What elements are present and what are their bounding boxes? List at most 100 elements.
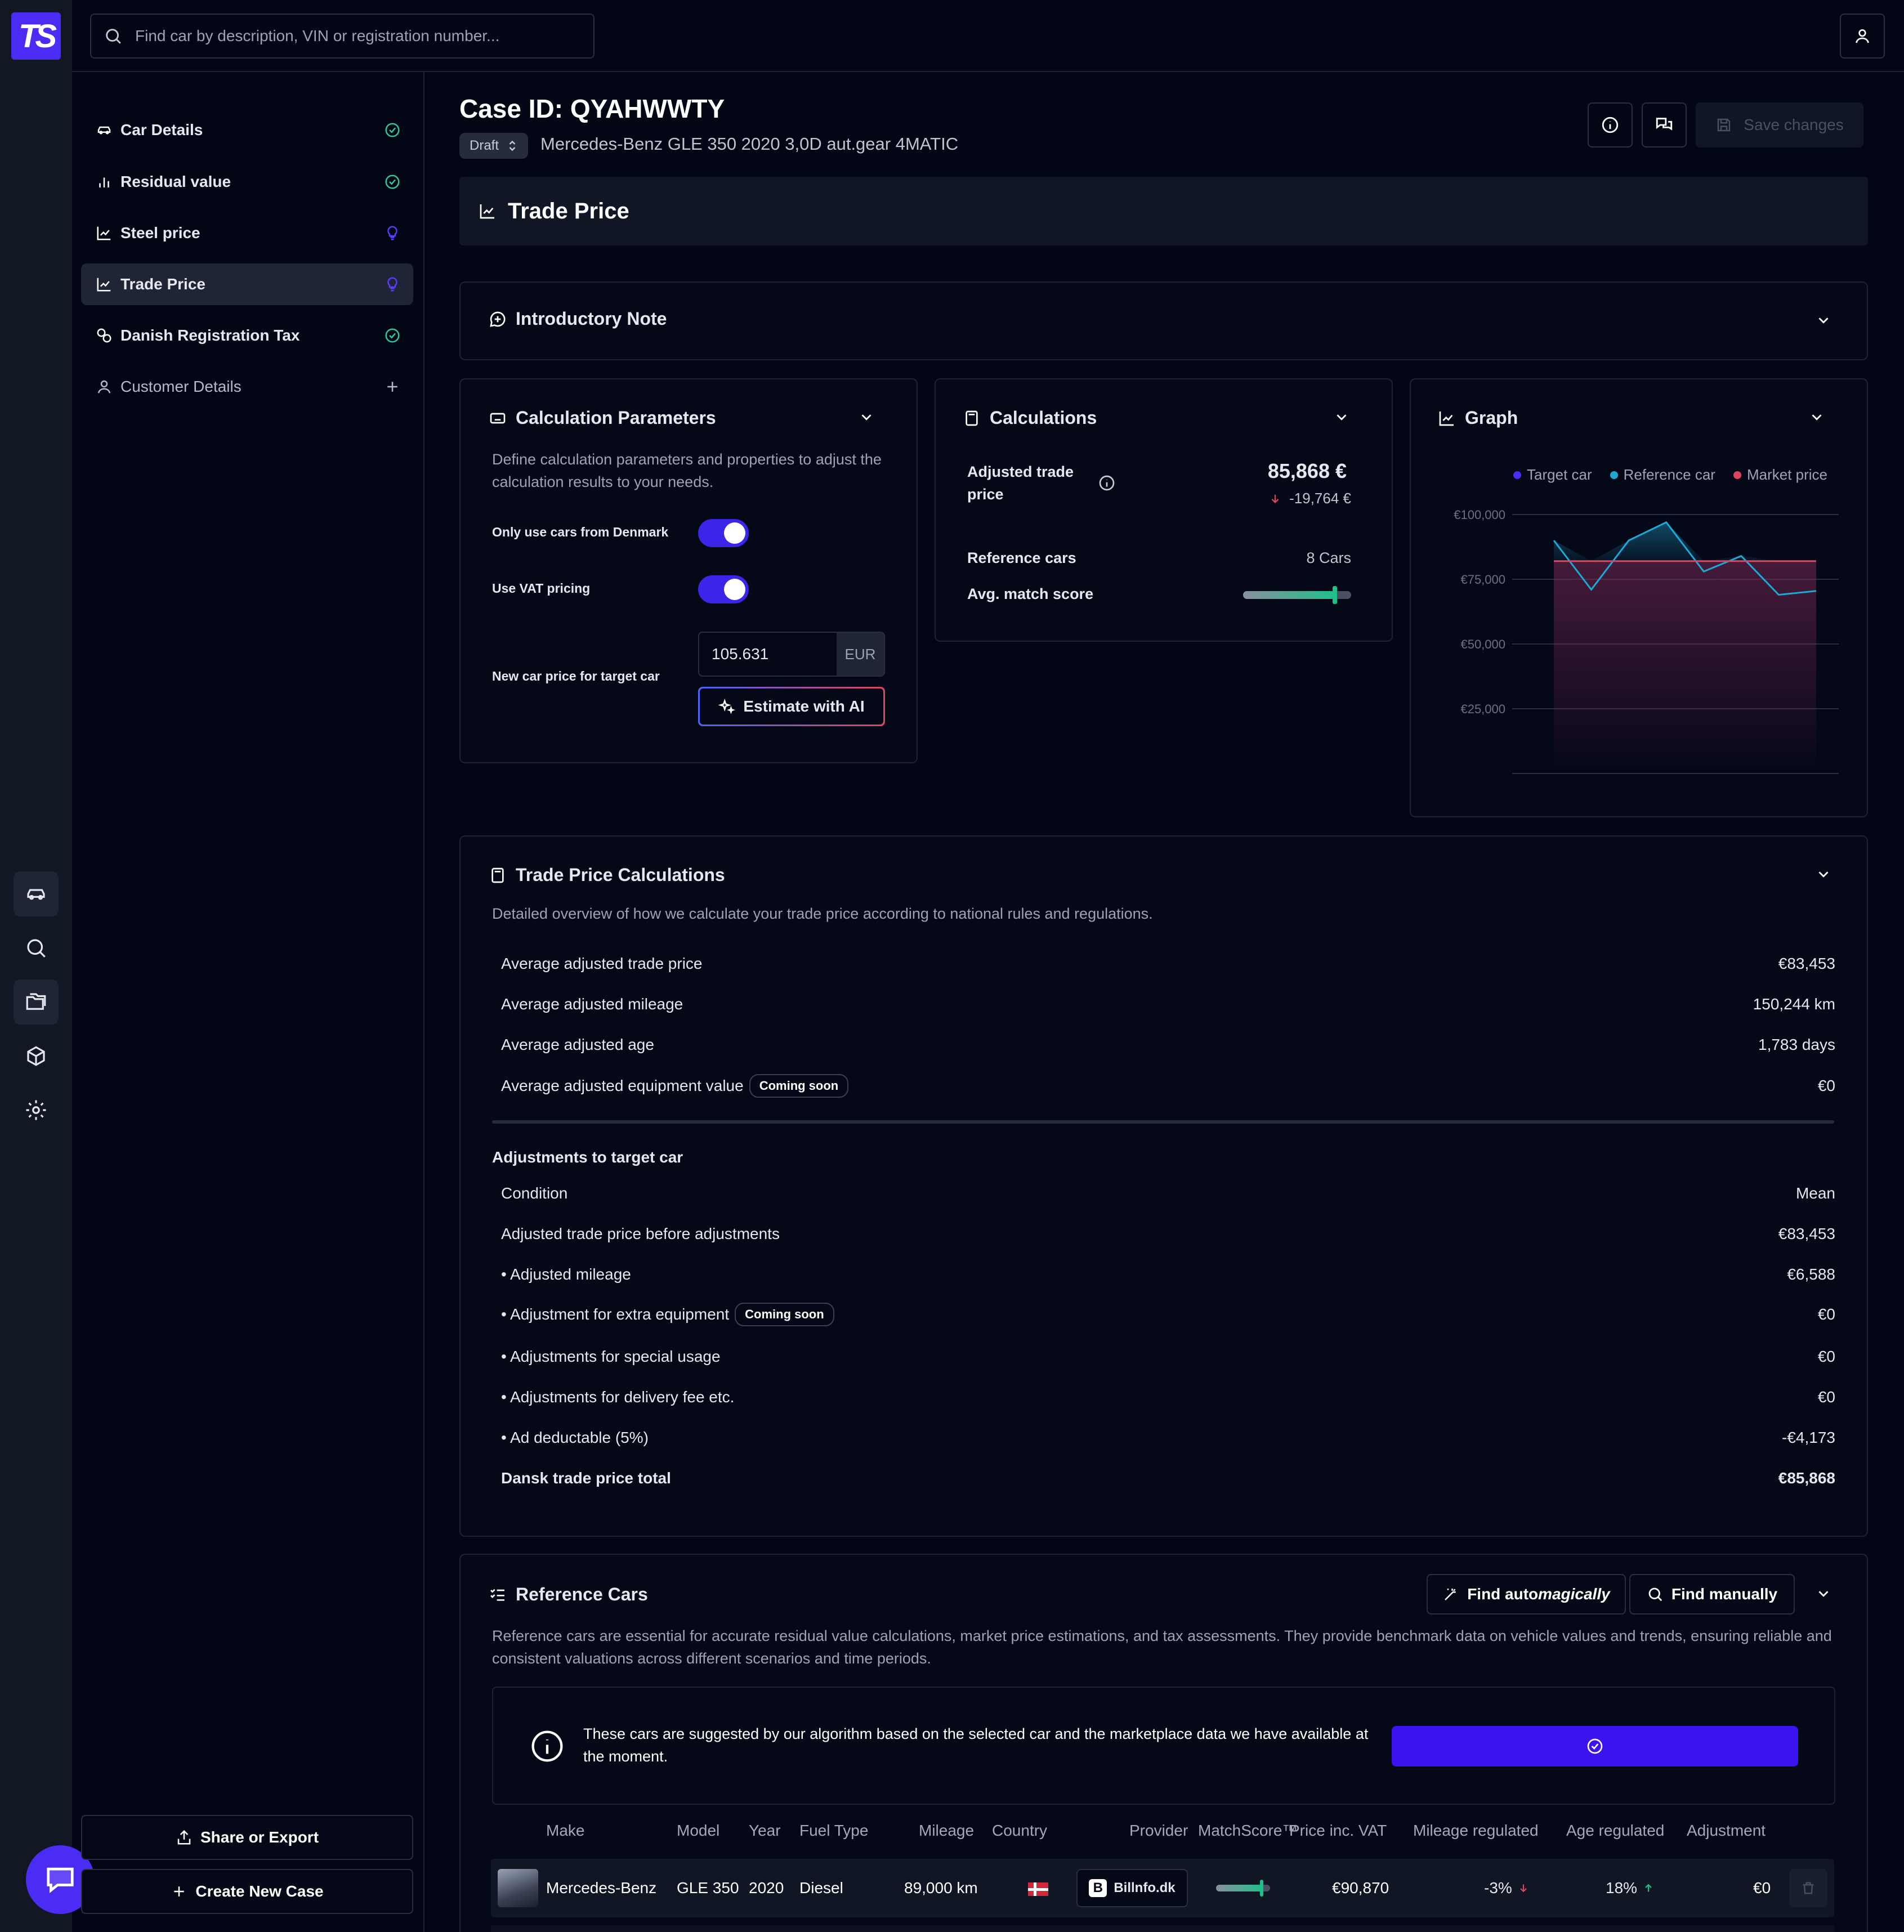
- only-denmark-toggle[interactable]: [698, 519, 749, 547]
- row-label: Average adjusted mileage: [501, 995, 683, 1013]
- search-input[interactable]: [135, 27, 585, 45]
- gear-icon[interactable]: [14, 1088, 59, 1133]
- intro-note-header: Introductory Note: [489, 308, 667, 329]
- intro-note-title: Introductory Note: [516, 308, 667, 329]
- adjusted-trade-value: 85,868 €: [1267, 459, 1347, 482]
- app-logo-text: TS: [18, 17, 57, 55]
- chevron-down-icon[interactable]: [1333, 409, 1350, 426]
- car-thumbnail: [498, 1869, 538, 1907]
- legend-target-car: Target car: [1513, 466, 1592, 484]
- row-label: • Adjustments for special usage: [501, 1348, 721, 1365]
- row-value: €0: [1817, 1077, 1835, 1094]
- notice-text: These cars are suggested by our algorith…: [583, 1725, 1369, 1765]
- estimate-ai-inner: Estimate with AI: [700, 688, 883, 724]
- provider-badge[interactable]: B Billnfo.dk: [1076, 1869, 1188, 1907]
- info-button[interactable]: [1588, 102, 1633, 147]
- adjust-row: Condition Mean: [501, 1184, 1835, 1202]
- nav-item-steel-price[interactable]: Steel price: [81, 212, 413, 254]
- nav-item-residual-value[interactable]: Residual value: [81, 161, 413, 203]
- legend-reference-car: Reference car: [1610, 466, 1715, 484]
- line-chart-icon: [97, 278, 111, 292]
- adjusted-trade-label: Adjusted trade price: [967, 463, 1074, 503]
- y-tick-label: €100,000: [1454, 508, 1505, 522]
- calculations-header: Calculations: [963, 408, 1097, 428]
- new-price-field[interactable]: 105.631 EUR: [698, 632, 885, 677]
- provider-logo: B: [1089, 1879, 1107, 1897]
- row-value: -€4,173: [1782, 1429, 1835, 1446]
- col-matchscore: MatchScore™: [1198, 1822, 1298, 1839]
- tpc-row: Average adjusted age 1,783 days: [501, 1036, 1835, 1054]
- col-age-regulated: Age regulated: [1566, 1822, 1665, 1839]
- list-checks-icon: [490, 1589, 504, 1601]
- nav-item-label: Residual value: [120, 173, 231, 190]
- share-export-label: Share or Export: [200, 1828, 319, 1846]
- search-icon: [1648, 1587, 1662, 1602]
- col-mileage-regulated: Mileage regulated: [1413, 1822, 1539, 1839]
- intro-note-card[interactable]: Introductory Note: [459, 281, 1868, 360]
- create-new-case-label: Create New Case: [195, 1882, 324, 1900]
- info-icon[interactable]: [1098, 474, 1116, 492]
- status-dropdown[interactable]: Draft: [459, 133, 529, 159]
- save-changes-button[interactable]: Save changes: [1696, 102, 1863, 147]
- car-icon[interactable]: [14, 871, 59, 916]
- divider: [492, 1120, 1834, 1124]
- legend-label: Reference car: [1623, 466, 1715, 483]
- share-export-button[interactable]: Share or Export: [81, 1815, 413, 1860]
- col-model: Model: [677, 1822, 720, 1839]
- calc-params-description: Define calculation parameters and proper…: [492, 451, 882, 490]
- car-description: Mercedes-Benz GLE 350 2020 3,0D aut.gear…: [540, 134, 959, 154]
- chevron-down-icon[interactable]: [858, 409, 875, 426]
- chevron-down-icon[interactable]: [1815, 866, 1832, 883]
- tpc-row: Average adjusted equipment value Coming s…: [501, 1074, 1835, 1098]
- cell-fuel: Diesel: [799, 1879, 843, 1897]
- match-score-label: Avg. match score: [967, 585, 1094, 602]
- vat-pricing-toggle[interactable]: [698, 575, 749, 603]
- legend-label: Market price: [1746, 466, 1827, 483]
- adjust-row: • Adjustments for delivery fee etc. €0: [501, 1388, 1835, 1406]
- table-row-next[interactable]: [491, 1925, 1834, 1932]
- nav-item-trade-price[interactable]: Trade Price: [81, 263, 413, 305]
- total-label: Dansk trade price total: [501, 1469, 671, 1487]
- chevron-down-icon[interactable]: [1808, 409, 1825, 426]
- nav-item-danish-registration-tax[interactable]: Danish Registration Tax: [81, 315, 413, 356]
- chevron-down-icon[interactable]: [1815, 1585, 1832, 1602]
- new-price-input[interactable]: 105.631: [712, 645, 769, 663]
- calc-params-title: Calculation Parameters: [516, 408, 716, 428]
- coming-soon-badge: Coming soon: [749, 1074, 849, 1098]
- row-value: €6,588: [1787, 1265, 1835, 1283]
- lightbulb-icon: [387, 226, 397, 240]
- find-auto-prefix: Find auto: [1467, 1585, 1539, 1603]
- chevron-down-icon[interactable]: [1815, 312, 1832, 329]
- tpc-description: Detailed overview of how we calculate yo…: [492, 905, 1153, 922]
- create-new-case-button[interactable]: Create New Case: [81, 1869, 413, 1914]
- find-automagically-button[interactable]: Find automagically: [1427, 1574, 1626, 1615]
- adjust-row: • Ad deductable (5%) -€4,173: [501, 1429, 1835, 1447]
- chart-legend: Target car Reference car Market price: [1513, 466, 1827, 484]
- page-title: Case ID: QYAHWWTY: [459, 94, 725, 123]
- delete-row-button[interactable]: [1789, 1869, 1827, 1907]
- app-logo[interactable]: TS: [11, 12, 61, 60]
- comments-button[interactable]: [1642, 102, 1687, 147]
- mileage-reg-value: -3%: [1484, 1879, 1512, 1897]
- find-manually-button[interactable]: Find manually: [1629, 1574, 1795, 1615]
- tpc-row: Average adjusted trade price €83,453: [501, 955, 1835, 973]
- cube-icon[interactable]: [14, 1034, 59, 1079]
- cell-year: 2020: [749, 1879, 784, 1897]
- search-icon[interactable]: [14, 925, 59, 971]
- arrow-down-icon: [1271, 494, 1279, 503]
- row-label: Average adjusted age: [501, 1036, 654, 1053]
- check-circle-icon: [385, 123, 400, 137]
- y-tick-label: €25,000: [1460, 702, 1505, 716]
- search-icon: [106, 29, 121, 44]
- folders-icon[interactable]: [14, 980, 59, 1025]
- bar-chart-icon: [99, 177, 109, 187]
- estimate-ai-button[interactable]: Estimate with AI: [698, 687, 885, 726]
- accept-suggestions-button[interactable]: [1392, 1726, 1798, 1766]
- calculator-icon: [966, 410, 978, 426]
- user-account-button[interactable]: [1840, 14, 1885, 59]
- suggestion-notice: These cars are suggested by our algorith…: [492, 1687, 1835, 1805]
- search-bar[interactable]: [90, 14, 595, 59]
- nav-item-car-details[interactable]: Car Details: [81, 109, 413, 151]
- nav-item-customer-details[interactable]: Customer Details: [81, 366, 413, 408]
- tax-icon: [97, 328, 111, 343]
